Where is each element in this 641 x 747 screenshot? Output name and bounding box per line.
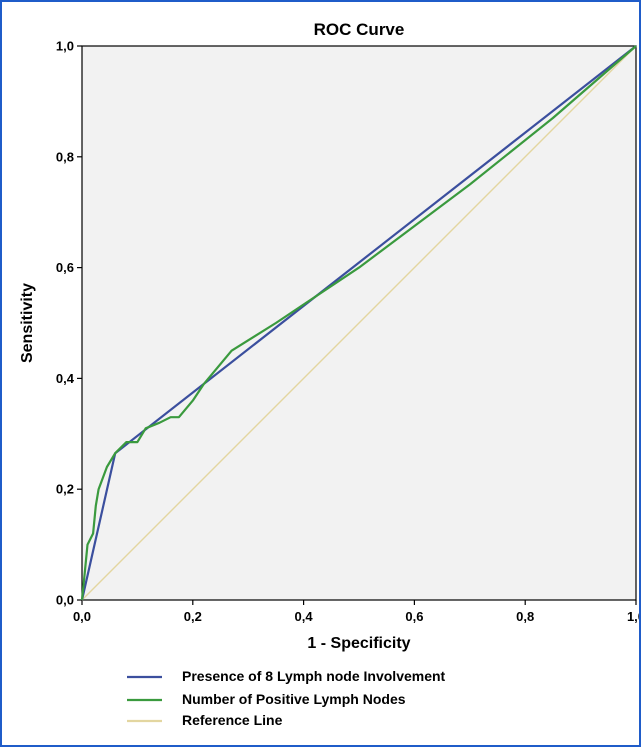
x-tick-label: 1,0 — [627, 609, 639, 624]
y-tick-label: 0,6 — [56, 260, 74, 275]
legend: Presence of 8 Lymph node Involvement Numb… — [127, 668, 446, 728]
reference-line — [81, 45, 637, 601]
y-tick-label: 0,8 — [56, 149, 74, 164]
series-lines — [80, 45, 637, 601]
legend-item-number-label: Number of Positive Lymph Nodes — [182, 691, 406, 707]
y-tick-label: 0,4 — [56, 371, 75, 386]
x-axis-label: 1 - Specificity — [307, 635, 410, 652]
legend-item-reference-label: Reference Line — [182, 712, 283, 728]
y-tick-label: 0,2 — [56, 482, 74, 497]
x-tick-label: 0,6 — [405, 609, 423, 624]
y-tick-label: 0,0 — [56, 593, 74, 608]
x-tick-label: 0,2 — [184, 609, 202, 624]
chart-title: ROC Curve — [314, 20, 405, 39]
x-tick-label: 0,0 — [73, 609, 91, 624]
x-tick-label: 0,8 — [516, 609, 534, 624]
legend-item-presence-label: Presence of 8 Lymph node Involvement — [182, 668, 446, 684]
y-axis-label: Sensitivity — [19, 283, 36, 363]
x-tick-label: 0,4 — [295, 609, 314, 624]
axis-ticks: 0,0 0,2 0,4 0,6 0,8 1,0 0,0 0,2 0,4 0,6 0,8 1,0 — [56, 39, 639, 625]
y-tick-label: 1,0 — [56, 39, 74, 54]
number-of-positive-lymph-nodes-line — [80, 45, 637, 601]
